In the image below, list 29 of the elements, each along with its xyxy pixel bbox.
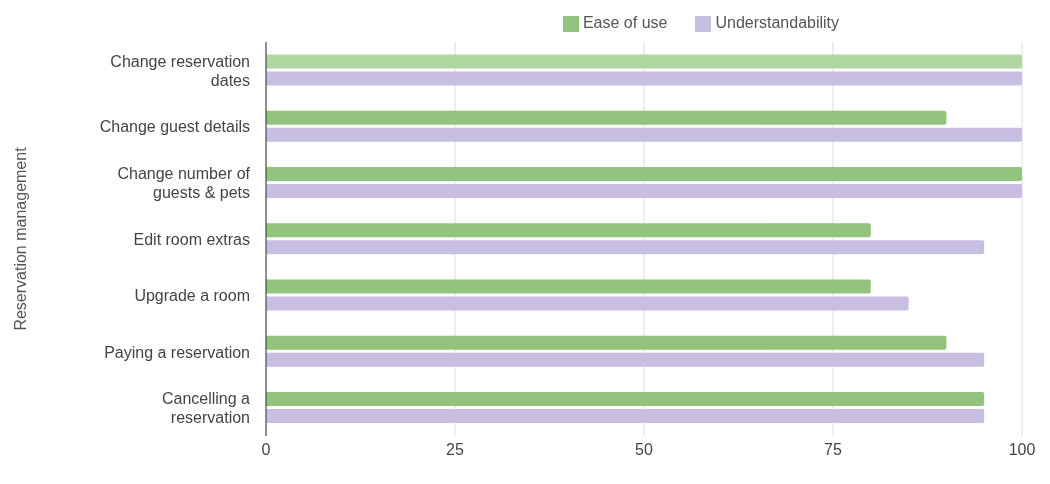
x-tick-label: 50 — [635, 441, 653, 459]
y-tick-label: Paying a reservation — [104, 343, 250, 361]
x-tick-label: 25 — [446, 441, 464, 459]
bar — [266, 71, 1022, 86]
bar — [266, 279, 871, 294]
x-tick-label: 100 — [1008, 441, 1036, 459]
bar — [266, 54, 1022, 69]
bar — [266, 296, 909, 311]
bar — [266, 392, 985, 407]
bar — [266, 240, 985, 255]
bar — [266, 166, 1022, 181]
y-tick-label: Change guest details — [99, 117, 250, 135]
y-tick-label: Upgrade a room — [134, 286, 250, 304]
y-tick-label: Cancelling a reservation — [161, 389, 251, 426]
x-tick-label: 0 — [261, 441, 271, 459]
bar — [266, 335, 947, 350]
x-tick-label: 75 — [824, 441, 842, 459]
bar — [266, 183, 1022, 198]
y-tick-label: Change number of guests & pets — [117, 164, 251, 201]
bar — [266, 110, 947, 125]
y-tick-label: Change reservation dates — [110, 52, 250, 89]
bar — [266, 127, 1022, 142]
legend-label: Ease of use — [582, 14, 668, 31]
y-axis-title: Reservation management — [11, 146, 29, 331]
legend-label: Understandability — [715, 14, 840, 31]
bar — [266, 223, 871, 238]
bar — [266, 352, 985, 367]
y-tick-label: Edit room extras — [133, 230, 250, 248]
bar — [266, 409, 985, 424]
